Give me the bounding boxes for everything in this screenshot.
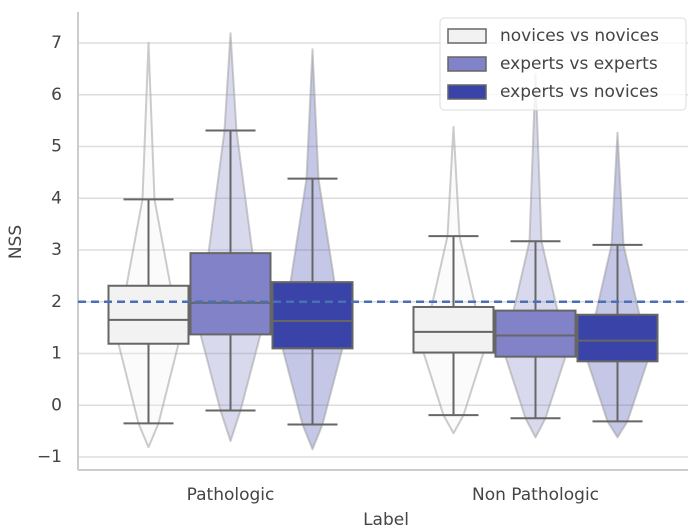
y-tick-label: 1 <box>51 344 62 364</box>
box <box>412 305 495 354</box>
box <box>189 252 272 336</box>
y-tick-label: 6 <box>51 85 62 105</box>
legend-swatch <box>447 28 487 44</box>
x-tick-label: Pathologic <box>187 485 275 505</box>
box <box>107 284 190 345</box>
legend-swatch <box>447 56 487 72</box>
legend-label: novices vs novices <box>500 26 659 46</box>
x-tick-label: Non Pathologic <box>472 485 599 505</box>
y-tick-label: 3 <box>51 240 62 260</box>
legend-box <box>439 17 687 111</box>
box <box>494 309 577 358</box>
y-tick-label: 2 <box>51 292 62 312</box>
y-tick-label: 4 <box>51 188 62 208</box>
x-axis-label: Label <box>363 510 409 530</box>
y-tick-label: 5 <box>51 137 62 157</box>
y-tick-label: 7 <box>51 33 62 53</box>
legend-label: experts vs experts <box>500 54 658 74</box>
legend-swatch <box>447 84 487 100</box>
box <box>576 313 659 363</box>
y-axis-label: NSS <box>6 225 26 259</box>
box <box>271 281 354 350</box>
legend-label: experts vs novices <box>500 82 658 102</box>
y-tick-label: −1 <box>37 447 62 467</box>
y-tick-label: 0 <box>51 395 62 415</box>
